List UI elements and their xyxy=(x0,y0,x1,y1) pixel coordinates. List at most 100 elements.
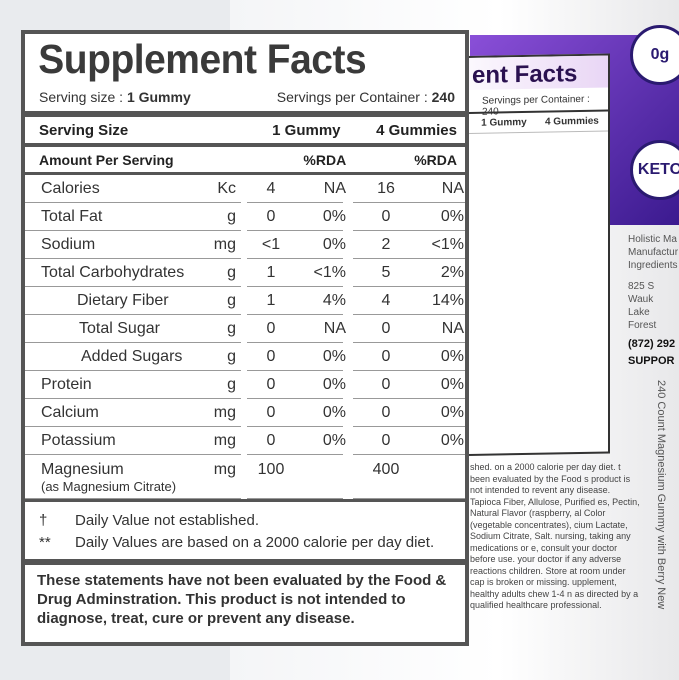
address-line: Lake Forest xyxy=(628,307,657,331)
rda-1-gummy: 0% xyxy=(322,376,346,393)
nutrient-name-text: Protein xyxy=(41,376,92,393)
nutrient-row: Sodium mg <1 0% 2 <1% xyxy=(25,231,465,259)
rda-1-gummy: <1% xyxy=(313,264,346,281)
value-1-gummy: 0 xyxy=(266,348,276,365)
amount-header: Amount Per Serving %RDA %RDA xyxy=(25,147,465,175)
nutrient-row: Total Fat g 0 0% 0 0% xyxy=(25,203,465,231)
nutrient-name: Magnesium (as Magnesium Citrate) xyxy=(25,461,210,494)
nutrient-row: Total Sugar g 0 NA 0 NA xyxy=(25,315,465,343)
value-1-gummy: 4 xyxy=(266,180,276,197)
rda-1-gummy: NA xyxy=(323,180,346,197)
nutrient-row: Potassium mg 0 0% 0 0% xyxy=(25,427,465,455)
rda-4-gummies: NA xyxy=(441,180,464,197)
rda-4-gummies: 0% xyxy=(440,348,464,365)
value-4-gummies: 16 xyxy=(377,180,395,197)
nutrient-sub: (as Magnesium Citrate) xyxy=(41,479,177,494)
nutrient-row: Calories Kc 4 NA 16 NA xyxy=(25,175,465,203)
nutrient-name-text: Calories xyxy=(41,180,100,197)
nutrient-name: Dietary Fiber xyxy=(25,292,210,310)
footnote-symbol: † xyxy=(39,512,48,529)
side-text: shed. on a 2000 calorie per day diet. t … xyxy=(470,462,640,610)
value-1-gummy: 0 xyxy=(266,376,276,393)
rda-1-gummy: NA xyxy=(323,320,346,337)
value-1-gummy: 1 xyxy=(266,292,276,309)
serving-size-value: 1 Gummy xyxy=(126,89,191,105)
value-4-gummies: 0 xyxy=(381,404,391,421)
footnotes: † Daily Value not established. ** Daily Va… xyxy=(25,499,465,559)
rda-1-gummy: 0% xyxy=(322,348,346,365)
rda-4-gummies: 14% xyxy=(431,292,464,309)
nutrient-unit: g xyxy=(227,264,236,281)
nutrient-name-text: Total Fat xyxy=(41,208,103,225)
value-1-gummy: 100 xyxy=(257,461,285,478)
address-line: 825 S Wauk xyxy=(628,281,655,305)
value-1-gummy: 0 xyxy=(266,404,276,421)
rda-4-gummies: 0% xyxy=(440,376,464,393)
nutrient-name: Calories xyxy=(25,180,210,198)
badge-text: 0g xyxy=(650,46,670,63)
footnote-symbol: ** xyxy=(39,534,51,551)
nutrient-name-text: Calcium xyxy=(41,404,99,421)
rda-1-gummy: 0% xyxy=(322,208,346,225)
footnote-text: Daily Value not established. xyxy=(75,512,259,529)
fda-statement: These statements have not been evaluated… xyxy=(25,559,465,628)
nutrient-name: Potassium xyxy=(25,432,210,450)
value-1-gummy: 1 xyxy=(266,264,276,281)
value-4-gummies: 0 xyxy=(381,320,391,337)
nutrient-name-text: Total Carbohydrates xyxy=(41,264,185,281)
bg-col2: 4 Gummies xyxy=(544,115,599,128)
nutrient-name: Calcium xyxy=(25,404,210,422)
nutrient-name-text: Potassium xyxy=(41,432,116,449)
phone: (872) 292 xyxy=(628,338,676,350)
nutrient-name-text: Sodium xyxy=(41,236,96,253)
nutrient-unit: g xyxy=(227,292,236,309)
nutrient-name: Total Sugar xyxy=(25,320,210,338)
header-col1: 1 Gummy xyxy=(272,121,341,139)
nutrient-unit: g xyxy=(227,208,236,225)
rda-4-gummies: <1% xyxy=(431,236,464,253)
bg-col1: 1 Gummy xyxy=(481,116,527,129)
rda-4-gummies: 0% xyxy=(440,208,464,225)
nutrient-unit: g xyxy=(227,320,236,337)
nutrient-unit: mg xyxy=(213,432,236,449)
nutrient-name-text: Total Sugar xyxy=(79,320,160,337)
value-4-gummies: 2 xyxy=(381,236,391,253)
nutrient-name: Added Sugars xyxy=(25,348,210,366)
rda-4-gummies: NA xyxy=(441,320,464,337)
servings-per-container-label: Servings per Container : xyxy=(276,89,428,105)
nutrient-name-text: Dietary Fiber xyxy=(77,292,169,309)
nutrient-name: Total Carbohydrates xyxy=(25,264,210,282)
nutrient-name: Protein xyxy=(25,376,210,394)
rda-1-gummy: 0% xyxy=(322,236,346,253)
sugar-free-badge: 0g xyxy=(630,25,679,85)
serving-size-label: Serving size : xyxy=(39,89,124,105)
nutrient-unit: Kc xyxy=(217,180,236,197)
header-col2: 4 Gummies xyxy=(376,121,457,139)
nutrient-name: Sodium xyxy=(25,236,210,254)
rda-4-gummies: 2% xyxy=(440,264,464,281)
nutrient-unit: mg xyxy=(213,461,236,478)
value-4-gummies: 0 xyxy=(381,376,391,393)
value-1-gummy: 0 xyxy=(266,320,276,337)
vertical-product-text: 240 Count Magnesium Gummy with Berry New xyxy=(655,380,667,610)
amount-col1: %RDA xyxy=(303,151,347,168)
nutrient-name-text: Added Sugars xyxy=(81,348,183,365)
nutrient-row: Protein g 0 0% 0 0% xyxy=(25,371,465,399)
value-4-gummies: 0 xyxy=(381,208,391,225)
amount-col2: %RDA xyxy=(414,151,457,168)
nutrient-row: Total Carbohydrates g 1 <1% 5 2% xyxy=(25,259,465,287)
serving-info: Serving size : 1 Gummy Servings per Cont… xyxy=(25,83,465,117)
value-4-gummies: 0 xyxy=(381,348,391,365)
address-line: Ingredients xyxy=(628,260,678,271)
value-1-gummy: 0 xyxy=(266,432,276,449)
amount-label: Amount Per Serving xyxy=(39,151,174,168)
label-title: Supplement Facts xyxy=(38,36,367,82)
nutrient-row: Dietary Fiber g 1 4% 4 14% xyxy=(25,287,465,315)
rda-1-gummy: 4% xyxy=(322,292,346,309)
nutrient-unit: g xyxy=(227,376,236,393)
nutrient-row: Added Sugars g 0 0% 0 0% xyxy=(25,343,465,371)
value-4-gummies: 5 xyxy=(381,264,391,281)
rda-4-gummies: 0% xyxy=(440,432,464,449)
header-label: Serving Size xyxy=(39,121,129,139)
value-4-gummies: 0 xyxy=(381,432,391,449)
